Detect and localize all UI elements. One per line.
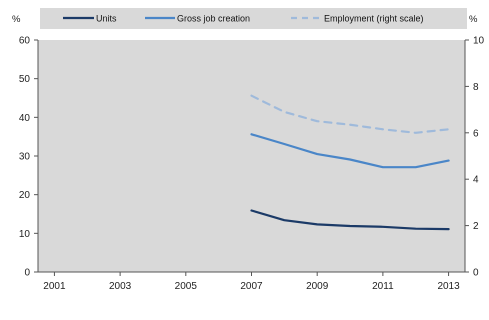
left-axis-unit: % [12,14,21,25]
x-axis-tick-label: 2005 [175,281,198,292]
x-axis-tick-label: 2003 [109,281,132,292]
axes: 0 10 20 30 40 50 60 0 2 4 6 8 10 2001 2003 2005 2007 2009… [19,36,485,293]
legend-label-employment: Employment (right scale) [324,14,424,24]
legend-box [40,8,467,29]
right-axis-tick-label: 6 [473,128,479,139]
legend-label-gross: Gross job creation [177,14,250,24]
right-axis-tick-label: 8 [473,82,479,93]
right-axis-tick-label: 2 [473,221,479,232]
x-axis-tick-label: 2007 [240,281,263,292]
right-axis-tick-label: 0 [473,268,479,279]
series-line-gross-job-creation [250,133,450,169]
left-axis-tick-label: 30 [19,152,31,163]
right-axis-tick-label: 4 [473,175,479,186]
x-axis-tick-label: 2013 [437,281,460,292]
series-line-units [250,209,450,231]
left-axis-tick-label: 20 [19,190,31,201]
x-axis-tick-label: 2011 [372,281,394,292]
plot-area [38,40,465,272]
left-axis-tick-label: 40 [19,113,31,124]
legend: Units Gross job creation Employment (rig… [63,14,424,24]
x-axis-tick-label: 2009 [306,281,329,292]
left-axis-tick-label: 50 [19,74,31,85]
x-axis-tick-label: 2001 [43,281,66,292]
right-axis-unit: % [469,14,478,25]
left-axis-tick-label: 10 [19,229,31,240]
left-axis-tick-label: 0 [24,268,30,279]
series-layer [250,94,450,231]
right-axis-tick-label: 10 [473,36,485,47]
left-axis-tick-label: 60 [19,36,31,47]
series-line-employment-right-scale [250,94,450,134]
legend-label-units: Units [96,14,117,24]
